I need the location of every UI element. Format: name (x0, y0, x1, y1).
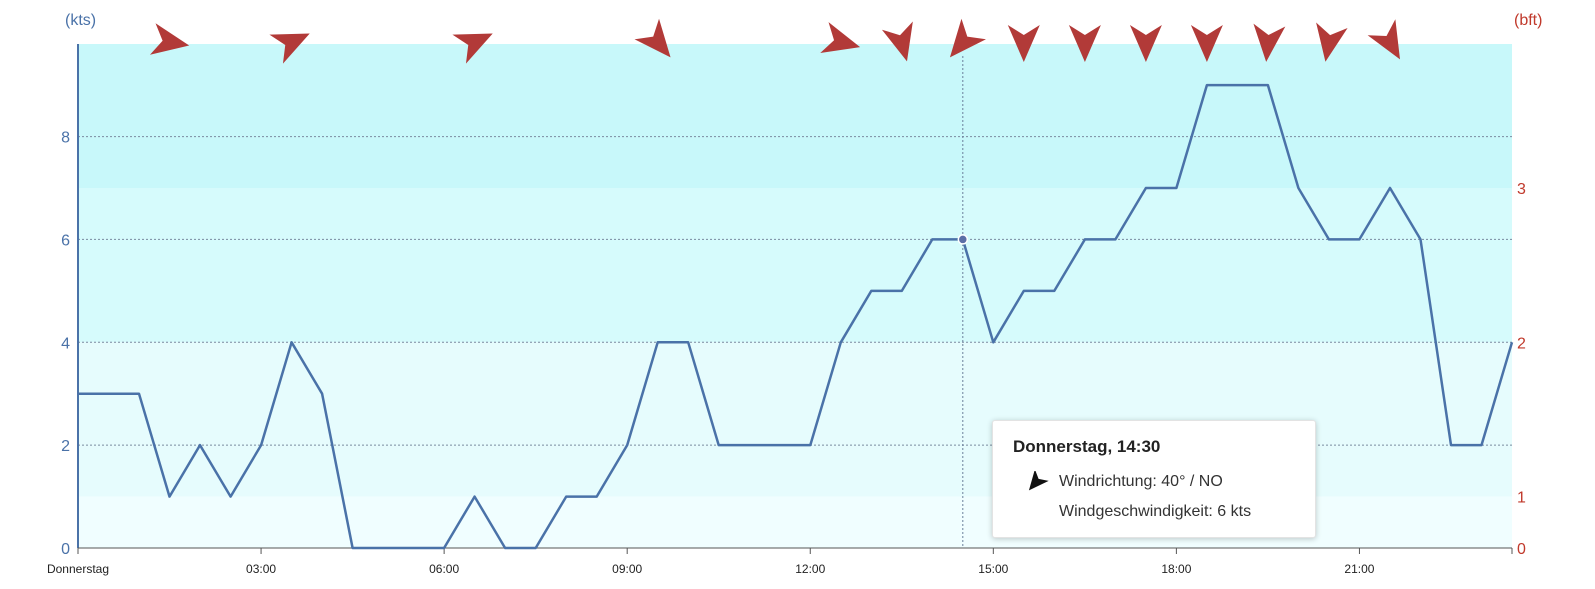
highlight-point (957, 234, 969, 245)
wind-direction-arrow-icon (1316, 22, 1348, 62)
x-tick-label: 06:00 (429, 562, 459, 576)
right-tick-label: 2 (1517, 335, 1526, 352)
band-2 (78, 188, 1512, 343)
wind-direction-arrow-icon (1253, 23, 1286, 62)
arrow-shape (269, 33, 310, 64)
wind-direction-arrow-icon (269, 33, 310, 64)
x-tick-label: 21:00 (1344, 562, 1374, 576)
arrow-shape (634, 18, 671, 58)
arrow-shape (149, 23, 190, 55)
wind-direction-arrow-icon (820, 22, 861, 54)
tooltip-direction: Windrichtung: 40° / NO (1059, 473, 1223, 490)
x-tick-label: 09:00 (612, 562, 642, 576)
tooltip-speed: Windgeschwindigkeit: 6 kts (1059, 503, 1252, 520)
left-tick-label: 6 (61, 232, 70, 249)
wind-direction-arrow-icon (149, 23, 190, 55)
x-tick-label: 18:00 (1161, 562, 1191, 576)
left-tick-label: 0 (61, 541, 70, 558)
tooltip-direction-row: Windrichtung: 40° / NO (1013, 467, 1295, 497)
right-tick-label: 1 (1517, 490, 1526, 507)
right-tick-label: 0 (1517, 541, 1526, 558)
arrow-shape (452, 33, 493, 64)
wind-direction-arrow-icon (1367, 19, 1400, 60)
tooltip: Donnerstag, 14:30 Windrichtung: 40° / NO… (992, 420, 1316, 538)
wind-direction-arrow-icon (1129, 25, 1162, 62)
arrow-shape (1316, 22, 1348, 62)
arrow-shape (949, 18, 986, 58)
arrow-shape (1367, 19, 1400, 60)
series-line-0 (78, 83, 1514, 550)
arrow-shape (1253, 23, 1286, 62)
axes: 0 2 4 6 8 0 1 2 3 (kts) (bft) Donnerstag 03:00 06:00 0… (47, 12, 1542, 576)
right-axis-unit: (bft) (1514, 12, 1542, 29)
arrow-shape (1129, 25, 1162, 62)
direction-arrows (149, 18, 1400, 64)
arrow-shape (820, 22, 861, 54)
left-tick-label: 8 (61, 130, 70, 147)
x-tick-label: Donnerstag (47, 562, 109, 576)
tooltip-title: Donnerstag, 14:30 (1013, 437, 1161, 456)
arrow-shape (1190, 25, 1223, 62)
wind-direction-arrow-icon (881, 21, 913, 62)
left-axis-unit: (kts) (65, 12, 96, 29)
arrow-shape (881, 21, 913, 62)
right-tick-label: 3 (1517, 181, 1526, 198)
wind-direction-arrow-icon (634, 18, 671, 58)
wind-speed-series (78, 83, 1514, 550)
wind-direction-arrow-icon (1190, 25, 1223, 62)
wind-direction-arrow-icon (949, 18, 986, 58)
wind-direction-arrow-icon (1007, 25, 1040, 62)
left-tick-label: 2 (61, 438, 70, 455)
wind-direction-arrow-icon (452, 33, 493, 64)
x-tick-label: 12:00 (795, 562, 825, 576)
left-tick-label: 4 (61, 335, 70, 352)
wind-direction-arrow-icon (1028, 471, 1049, 491)
x-tick-label: 15:00 (978, 562, 1008, 576)
tooltip-speed-row: Windgeschwindigkeit: 6 kts (1013, 497, 1295, 527)
wind-direction-arrow-icon (1068, 25, 1101, 62)
arrow-shape (1068, 25, 1101, 62)
x-tick-label: 03:00 (246, 562, 276, 576)
arrow-shape (1007, 25, 1040, 62)
band-3 (78, 44, 1512, 188)
beaufort-bands (78, 44, 1512, 548)
